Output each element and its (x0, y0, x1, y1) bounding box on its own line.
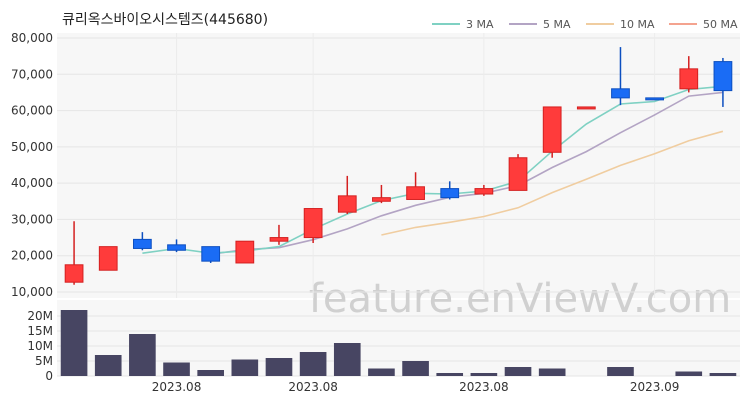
price-tick-label: 20,000 (11, 249, 53, 263)
volume-tick-label: 10M (27, 339, 53, 353)
legend: 3 MA 5 MA 10 MA 50 MA (432, 18, 738, 31)
candle-body (372, 197, 391, 202)
volume-bar (504, 367, 532, 376)
volume-bar (265, 358, 293, 376)
volume-tick-label: 15M (27, 324, 53, 338)
volume-bar (470, 373, 498, 376)
price-tick-label: 70,000 (11, 67, 53, 81)
volume-bar (94, 355, 122, 376)
legend-label: 50 MA (703, 18, 738, 31)
ma10-line (381, 130, 724, 236)
candle-body (679, 68, 699, 90)
price-tick-label: 40,000 (11, 176, 53, 190)
price-axis: 80,000 70,000 60,000 50,000 40,000 30,000 20,0… (11, 31, 53, 299)
candle-body (440, 188, 460, 199)
price-panel (57, 33, 740, 298)
volume-tick-label: 0 (45, 369, 53, 383)
candle-body (406, 186, 425, 200)
candle-body (542, 106, 562, 153)
candle-body (201, 246, 221, 262)
ma5-line (210, 91, 723, 256)
volume-bar (436, 373, 464, 376)
candle-body (303, 208, 323, 239)
date-tick-label: 2023.09 (630, 380, 680, 394)
candle-body (508, 157, 528, 191)
candle-body (576, 106, 596, 110)
price-tick-label: 30,000 (11, 212, 53, 226)
date-axis: 2023.08 2023.08 2023.08 2023.09 (152, 380, 680, 394)
volume-bar (60, 310, 88, 376)
volume-bar (538, 368, 566, 376)
volume-tick-label: 5M (35, 354, 53, 368)
volume-bar (333, 343, 361, 376)
candle-body (337, 195, 357, 213)
candle-body (167, 244, 186, 251)
volume-bar (163, 362, 190, 376)
volume-bar (231, 359, 259, 376)
volume-bar (675, 371, 703, 376)
candle-body (645, 97, 665, 101)
volume-bar (709, 373, 737, 376)
volume-bar (402, 361, 429, 376)
date-tick-label: 2023.08 (288, 380, 338, 394)
candle-body (474, 188, 494, 195)
price-tick-label: 80,000 (11, 31, 53, 45)
volume-bar (129, 334, 156, 376)
watermark: feature.enViewV.com (309, 276, 731, 322)
candle-body (98, 246, 118, 271)
candle-body (269, 237, 289, 242)
price-tick-label: 50,000 (11, 140, 53, 154)
volume-bar (368, 368, 395, 376)
price-tick-label: 10,000 (11, 285, 53, 299)
candle-body (611, 88, 630, 99)
price-tick-label: 60,000 (11, 104, 53, 118)
candle-body (132, 238, 152, 249)
legend-label: 3 MA (466, 18, 494, 31)
candle-body (64, 264, 84, 283)
volume-bars (60, 310, 737, 376)
date-tick-label: 2023.08 (459, 380, 509, 394)
date-tick-label: 2023.08 (152, 380, 202, 394)
volume-bar (607, 367, 634, 376)
candles (64, 47, 733, 285)
chart-title: 큐리옥스바이오시스템즈(445680) (62, 12, 268, 28)
volume-tick-label: 20M (27, 309, 53, 323)
legend-label: 10 MA (620, 18, 655, 31)
volume-bar (299, 352, 327, 376)
grid (57, 33, 740, 377)
candle-body (235, 240, 255, 264)
legend-label: 5 MA (543, 18, 571, 31)
candle-body (713, 61, 733, 92)
volume-bar (197, 370, 224, 376)
